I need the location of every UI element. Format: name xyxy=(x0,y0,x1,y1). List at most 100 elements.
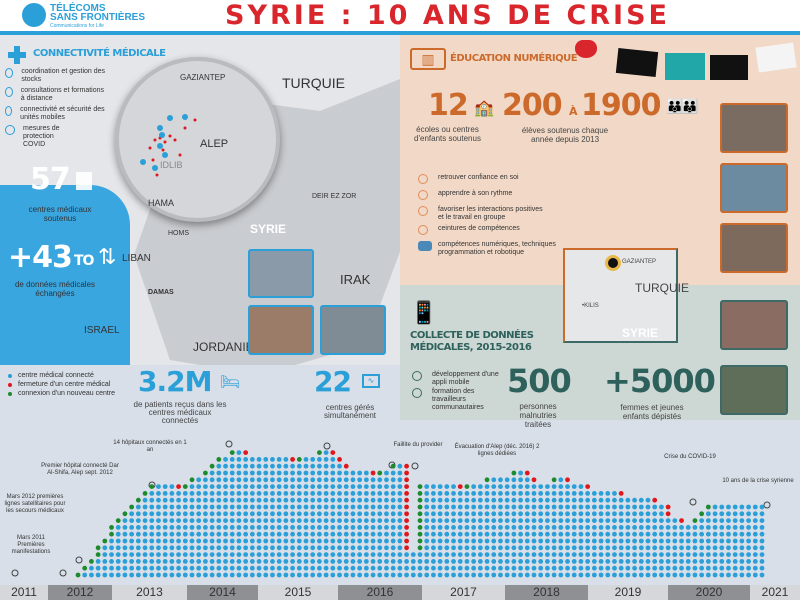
center-dot xyxy=(605,497,611,503)
center-dot xyxy=(102,565,108,571)
center-dot xyxy=(404,552,409,557)
center-dot xyxy=(182,531,188,537)
center-dot xyxy=(189,559,195,564)
center-dot xyxy=(129,518,135,523)
center-dot xyxy=(323,518,329,523)
center-dot xyxy=(89,565,94,571)
center-dot xyxy=(551,552,557,557)
center-dot xyxy=(645,497,651,503)
center-dot xyxy=(558,538,564,544)
center-dot xyxy=(451,545,456,551)
center-dot xyxy=(752,525,758,530)
center-dot xyxy=(229,450,235,455)
center-dot xyxy=(323,538,329,544)
center-dot xyxy=(169,538,175,544)
center-dot xyxy=(752,538,758,544)
center-dot xyxy=(203,497,208,503)
center-dot xyxy=(491,531,497,537)
center-dot xyxy=(337,565,342,571)
legend-label: centre médical connecté xyxy=(18,371,94,379)
center-dot xyxy=(384,531,389,537)
center-dot xyxy=(732,559,738,564)
center-dot xyxy=(659,538,664,544)
center-dot xyxy=(263,531,269,537)
center-dot xyxy=(337,497,342,503)
center-dot xyxy=(249,538,255,544)
closure-dot xyxy=(404,511,409,517)
center-dot xyxy=(518,559,523,564)
center-dot xyxy=(699,525,705,530)
center-dot xyxy=(203,572,208,578)
center-dot xyxy=(431,552,436,557)
page-title: SYRIE : 10 ANS DE CRISE xyxy=(225,0,670,31)
center-dot xyxy=(699,511,705,517)
center-dot xyxy=(759,538,765,544)
center-dot xyxy=(357,518,363,523)
center-dot xyxy=(343,477,349,483)
center-dot xyxy=(732,545,738,551)
center-dot xyxy=(538,572,544,578)
center-dot xyxy=(457,552,463,557)
center-dot xyxy=(176,511,181,517)
center-dot xyxy=(142,572,148,578)
center-dot xyxy=(196,525,202,530)
center-dot xyxy=(652,511,658,517)
center-dot xyxy=(437,565,443,571)
center-dot xyxy=(162,484,168,489)
center-dot xyxy=(249,457,255,462)
center-dot xyxy=(384,504,389,510)
center-dot xyxy=(196,559,202,564)
center-dot xyxy=(162,572,168,578)
center-dot xyxy=(330,538,336,544)
center-dot xyxy=(176,545,181,551)
center-dot xyxy=(390,477,396,483)
center-dot xyxy=(196,518,202,523)
center-dot xyxy=(538,511,544,517)
center-dot xyxy=(350,545,356,551)
center-dot xyxy=(692,559,698,564)
inset-map xyxy=(563,248,678,343)
center-dot xyxy=(451,552,456,557)
center-dot xyxy=(585,545,591,551)
center-dot xyxy=(270,545,275,551)
center-dot xyxy=(424,565,430,571)
center-dot xyxy=(638,559,644,564)
center-dot xyxy=(444,545,450,551)
center-dot xyxy=(746,559,751,564)
center-dot xyxy=(169,565,175,571)
center-dot xyxy=(337,538,342,544)
center-dot xyxy=(323,504,329,510)
center-dot xyxy=(578,525,584,530)
center-dot xyxy=(384,538,389,544)
center-dot xyxy=(565,559,570,564)
center-dot xyxy=(726,511,731,517)
center-dot xyxy=(598,504,604,510)
center-dot xyxy=(719,518,725,523)
center-dot xyxy=(330,531,336,537)
annotation-provider: Faillite du provider xyxy=(393,442,443,448)
center-dot xyxy=(149,491,155,496)
center-dot xyxy=(122,531,128,537)
center-dot xyxy=(424,525,430,530)
center-dot xyxy=(149,559,155,564)
center-dot xyxy=(115,559,121,564)
center-dot xyxy=(229,504,235,510)
center-dot xyxy=(283,504,289,510)
center-dot xyxy=(216,525,222,530)
center-dot xyxy=(290,477,295,483)
center-dot xyxy=(384,565,389,571)
center-dot xyxy=(330,559,336,564)
center-dot xyxy=(538,504,544,510)
center-dot xyxy=(397,504,403,510)
center-dot xyxy=(390,504,396,510)
center-dot xyxy=(156,545,161,551)
center-dot xyxy=(182,552,188,557)
center-dot xyxy=(343,504,349,510)
center-dot xyxy=(310,477,316,483)
center-dot xyxy=(142,518,148,523)
center-dot xyxy=(283,559,289,564)
center-dot xyxy=(384,477,389,483)
center-dot xyxy=(410,559,416,564)
closure-dot xyxy=(665,504,671,510)
center-dot xyxy=(437,552,443,557)
